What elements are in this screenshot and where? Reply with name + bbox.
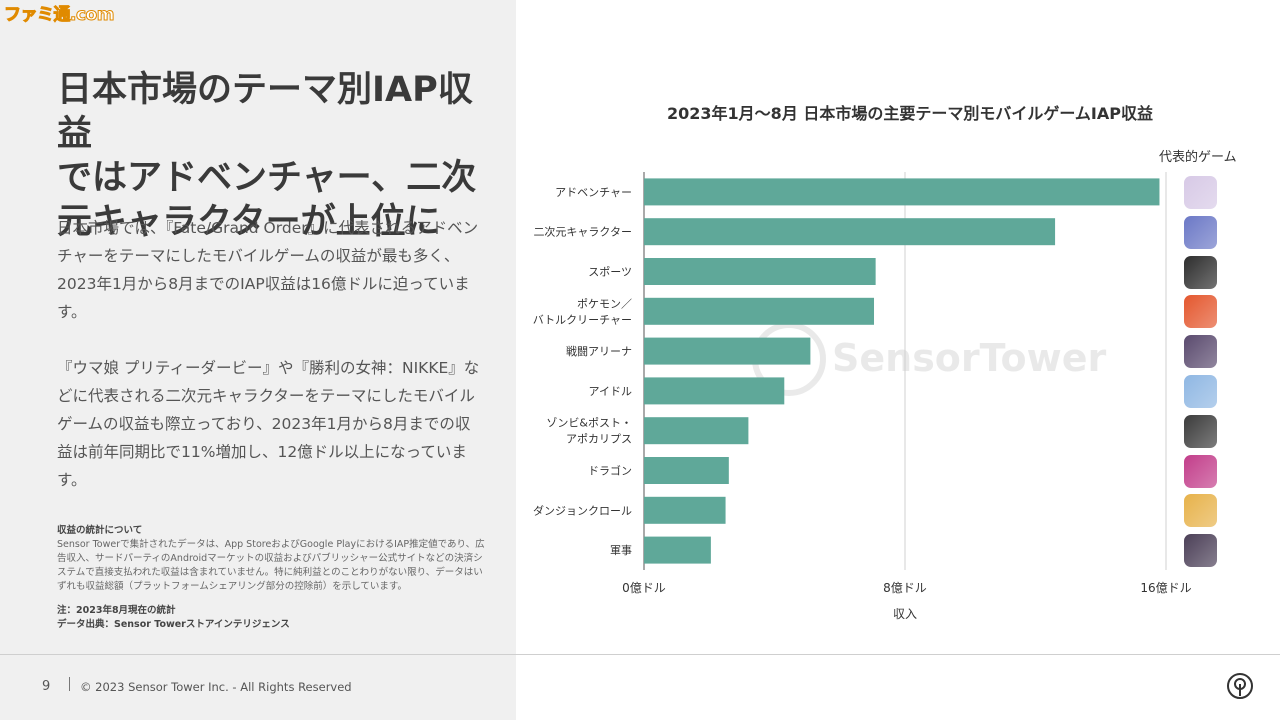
footer-separator — [69, 677, 70, 691]
game-icon-2 — [1184, 215, 1217, 249]
headline: 日本市場のテーマ別IAP収益 ではアドベンチャー、二次 元キャラクターが上位に — [57, 68, 497, 244]
body-text: 日本市場では、『Fate/Grand Order』に代表されるアドベンチャーをテ… — [57, 214, 485, 522]
chart-watermark: SensorTower — [752, 322, 1106, 396]
game-icon-4 — [1184, 295, 1217, 329]
notes-title: 収益の統計について — [57, 525, 143, 536]
bar-10 — [644, 536, 711, 564]
category-label-6: アイドル — [589, 385, 632, 398]
bar-3 — [644, 258, 876, 285]
body-paragraph-1: 日本市場では、『Fate/Grand Order』に代表されるアドベンチャーをテ… — [57, 219, 479, 321]
x-axis-label: 収入 — [893, 607, 917, 621]
footer-divider — [0, 654, 1280, 655]
category-label-10: 軍事 — [610, 544, 632, 557]
game-icon-6 — [1184, 374, 1217, 408]
notes-source: データ出典：Sensor Towerストアインテリジェンス — [57, 619, 290, 630]
bar-7 — [644, 417, 749, 445]
notes-note: 注：2023年8月現在の統計 — [57, 605, 176, 616]
category-label-2: 二次元キャラクター — [533, 225, 632, 239]
representative-games-title: 代表的ゲーム — [1159, 150, 1237, 165]
left-panel — [0, 0, 516, 720]
bar-1 — [644, 178, 1160, 206]
game-icon-9 — [1184, 494, 1217, 528]
category-label-5: 戦闘アリーナ — [566, 345, 632, 358]
bar-4 — [644, 297, 875, 325]
game-icon-7 — [1184, 414, 1217, 448]
game-icon-10 — [1184, 534, 1217, 568]
x-tick-label: 0億ドル — [622, 581, 666, 595]
sensor-tower-icon — [1227, 673, 1253, 699]
category-label-9: ダンジョンクロール — [533, 503, 632, 517]
category-label-1: アドベンチャー — [555, 186, 632, 199]
page-number: 9 — [42, 679, 51, 694]
notes-body: Sensor Towerで集計されたデータは、App StoreおよびGoogl… — [57, 539, 485, 592]
game-icon-1 — [1184, 175, 1217, 209]
watermark-text: SensorTower — [832, 336, 1107, 380]
body-paragraph-2: 『ウマ娘 プリティーダービー』や『勝利の女神：NIKKE』などに代表される二次元… — [57, 359, 480, 489]
x-tick-label: 16億ドル — [1140, 581, 1191, 595]
bar-5 — [644, 337, 811, 365]
headline-line-3: 元キャラクターが上位に — [57, 202, 441, 242]
bar-9 — [644, 496, 726, 524]
game-icon-8 — [1184, 454, 1217, 488]
category-label-4: ポケモン／バトルクリーチャー — [533, 297, 632, 326]
bar-8 — [644, 457, 729, 484]
game-icon-5 — [1184, 335, 1217, 369]
category-label-3: スポーツ — [588, 266, 632, 279]
x-tick-label: 8億ドル — [883, 581, 927, 595]
headline-line-2: ではアドベンチャー、二次 — [57, 158, 477, 198]
bar-6 — [644, 377, 785, 405]
site-logo: ファミ通.com — [4, 5, 115, 26]
game-icon-3 — [1184, 255, 1217, 289]
chart-title: 2023年1月〜8月 日本市場の主要テーマ別モバイルゲームIAP収益 — [667, 104, 1153, 123]
category-label-7: ゾンビ&ポスト・アポカリプス — [546, 417, 632, 446]
notes: 収益の統計について Sensor Towerで集計されたデータは、App Sto… — [57, 524, 487, 632]
category-label-8: ドラゴン — [588, 464, 632, 478]
bar-2 — [644, 218, 1056, 246]
copyright: © 2023 Sensor Tower Inc. - All Rights Re… — [80, 680, 352, 694]
headline-line-1: 日本市場のテーマ別IAP収益 — [57, 70, 473, 154]
